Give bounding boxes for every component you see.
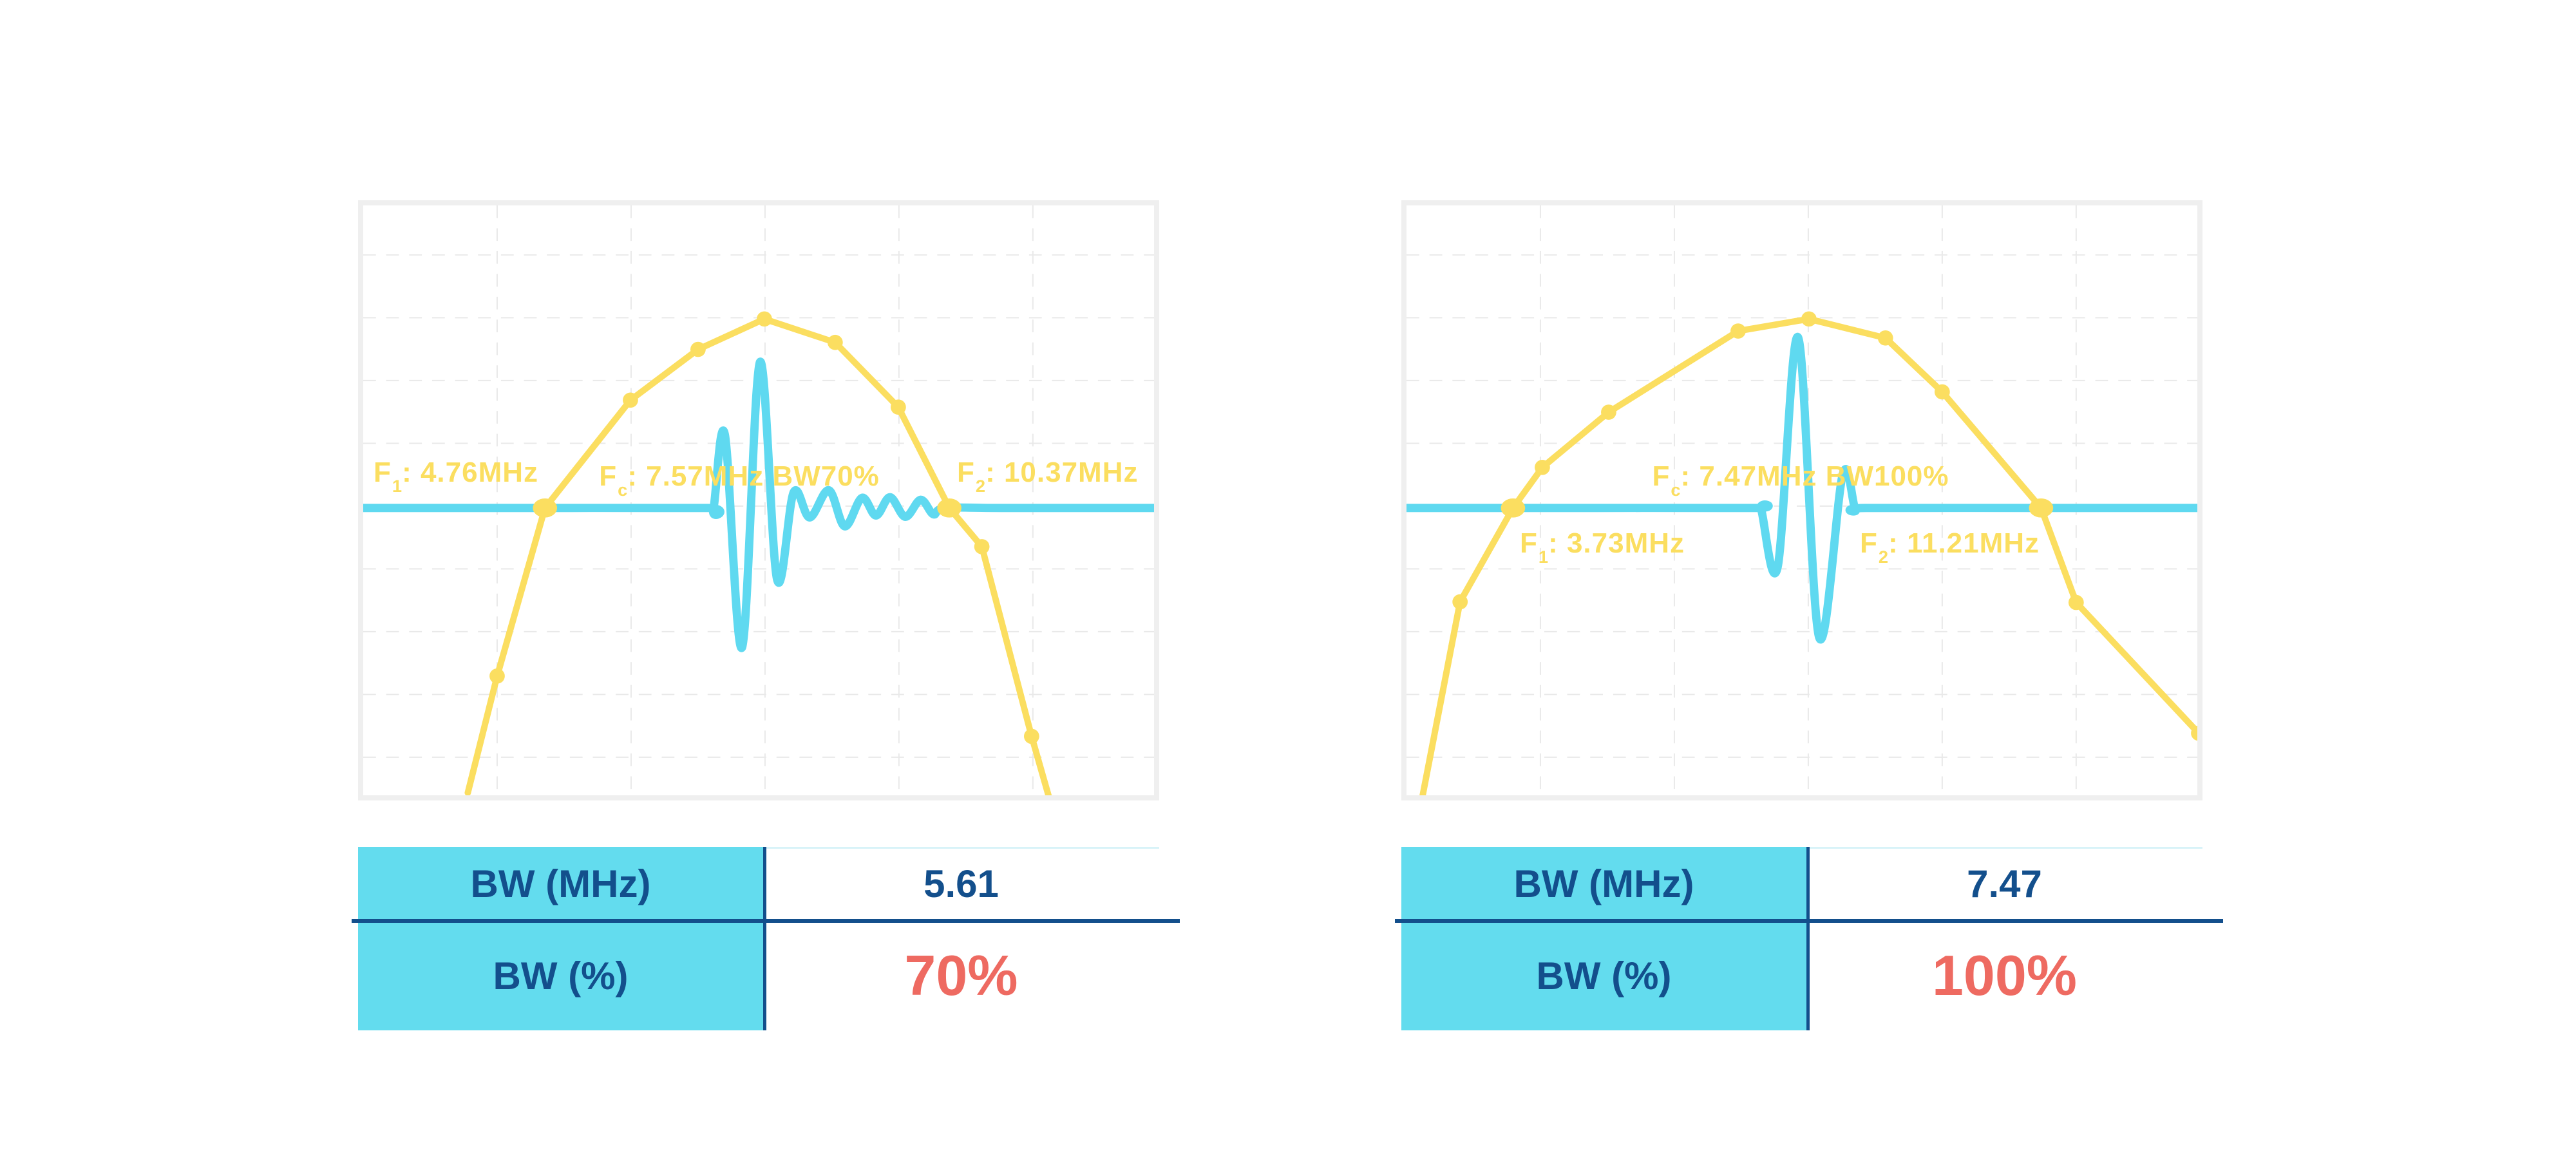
table-cell-bw-mhz-value: 7.47 [1967,862,2042,905]
bandwidth-table-right: BW (MHz) 7.47 BW (%) 100% [1395,847,2223,1030]
f1-annotation-left: F1: 4.76MHz [374,457,539,496]
f2-symbol: F [957,457,975,488]
fc-subscript: c [1671,479,1681,500]
fc-value-text: : 7.57MHz BW70% [627,460,880,492]
table-row-label-bw-mhz: BW (MHz) [358,847,763,921]
bandwidth-table-left: BW (MHz) 5.61 BW (%) 70% [352,847,1180,1030]
f2-value-text: : 11.21MHz [1888,527,2040,559]
f1-subscript: 1 [1538,546,1549,567]
f2-annotation-right: F2: 11.21MHz [1860,527,2040,567]
fc-value-text: : 7.47MHz BW100% [1680,460,1949,492]
fc-subscript: c [618,479,629,500]
spectrum-pulse-chart-right [1406,205,2197,795]
f2-value-text: : 10.37MHz [985,457,1139,488]
fc-symbol: F [599,460,618,492]
figure-70pct-bandwidth: Fc: 7.57MHz BW70% F1: 4.76MHz F2: 10.37M… [358,200,1159,800]
f2-symbol: F [1860,527,1878,559]
table-cell-bw-mhz-value: 5.61 [923,862,999,905]
f1-symbol: F [1520,527,1538,559]
table-cell-bw-pct-value: 70% [904,943,1018,1007]
figure-100pct-bandwidth: Fc: 7.47MHz BW100% F1: 3.73MHz F2: 11.21… [1401,200,2202,800]
value-cell-top-border [766,847,1159,849]
f1-value-text: : 4.76MHz [402,457,539,488]
table-column-divider [1806,847,1810,1030]
f2-subscript: 2 [1878,546,1889,567]
table-row-label-bw-pct: BW (%) [358,921,763,1030]
f2-subscript: 2 [975,475,987,496]
table-column-divider [763,847,766,1030]
table-row-label-bw-pct: BW (%) [1401,921,1806,1030]
f1-symbol: F [374,457,392,488]
table-row-label-bw-mhz: BW (MHz) [1401,847,1806,921]
fc-annotation-right: Fc: 7.47MHz BW100% [1652,460,1949,500]
chart-panel-left [358,200,1159,800]
fc-annotation-left: Fc: 7.57MHz BW70% [599,460,880,500]
f1-value-text: : 3.73MHz [1548,527,1685,559]
f2-annotation-left: F2: 10.37MHz [957,457,1139,496]
spectrum-pulse-chart-left [363,205,1154,795]
table-cell-bw-pct-value: 100% [1931,943,2078,1007]
f1-subscript: 1 [392,475,403,496]
fc-symbol: F [1652,460,1671,492]
chart-panel-right [1401,200,2202,800]
value-cell-top-border [1810,847,2202,849]
f1-annotation-right: F1: 3.73MHz [1520,527,1685,567]
